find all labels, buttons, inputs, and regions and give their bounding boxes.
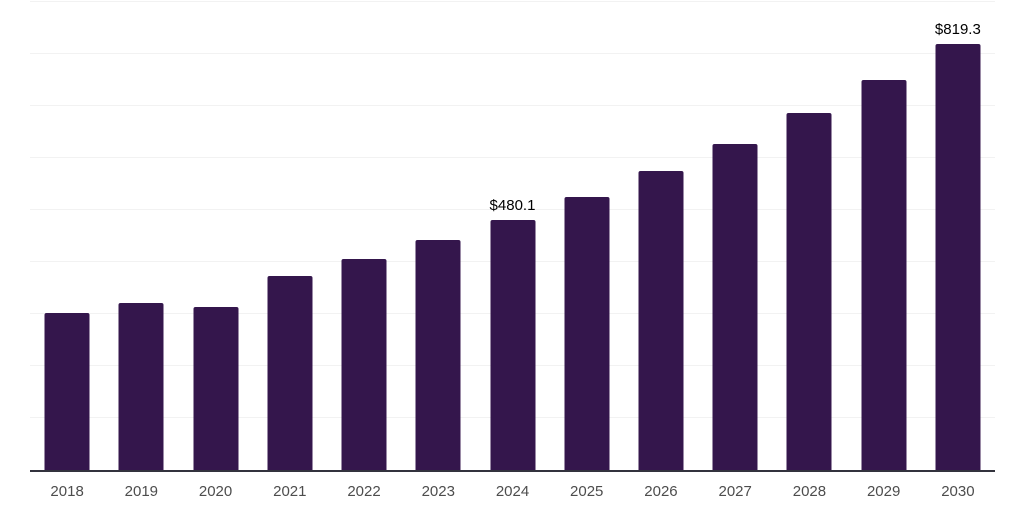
bar-2025	[564, 196, 610, 470]
bar-2029	[861, 79, 907, 470]
x-tick-label-2030: 2030	[941, 483, 975, 500]
bar-2018	[44, 312, 90, 470]
gridline-900	[30, 1, 995, 2]
x-axis-line	[30, 470, 995, 472]
gridline-500	[30, 209, 995, 210]
plot-area: $480.1 $819.3	[30, 1, 995, 470]
bar-value-label-2024: $480.1	[489, 197, 536, 215]
x-tick-label-2026: 2026	[644, 483, 678, 500]
bar-2020	[193, 306, 239, 470]
bar-2022	[341, 259, 387, 470]
x-tick-label-2020: 2020	[198, 483, 233, 500]
bar-2026	[638, 170, 684, 470]
gridline-700	[30, 105, 995, 106]
x-tick-label-2028: 2028	[792, 483, 827, 500]
x-tick-label-2021: 2021	[273, 483, 307, 500]
bar-2021	[267, 275, 313, 470]
x-tick-label-2025: 2025	[570, 483, 604, 500]
x-tick-label-2024: 2024	[495, 483, 530, 500]
bar-2023	[415, 240, 461, 470]
x-tick-label-2023: 2023	[421, 483, 455, 500]
gridline-800	[30, 53, 995, 54]
x-tick-label-2018: 2018	[50, 483, 84, 500]
bar-2024	[490, 220, 535, 470]
x-axis-labels: 2018 2019 2020 2021 2022 2023 2024 2025 2026 2027…	[30, 483, 995, 503]
bar-2030	[935, 43, 981, 470]
x-tick-label-2019: 2019	[124, 483, 159, 500]
x-tick-label-2022: 2022	[347, 483, 381, 500]
x-tick-label-2027: 2027	[718, 483, 752, 500]
gridline-600	[30, 157, 995, 159]
bar-2028	[786, 112, 832, 470]
bar-value-label-2030: $819.3	[934, 20, 981, 38]
bar-2019	[118, 302, 164, 470]
bar-2027	[712, 143, 758, 470]
x-tick-label-2029: 2029	[866, 483, 901, 500]
